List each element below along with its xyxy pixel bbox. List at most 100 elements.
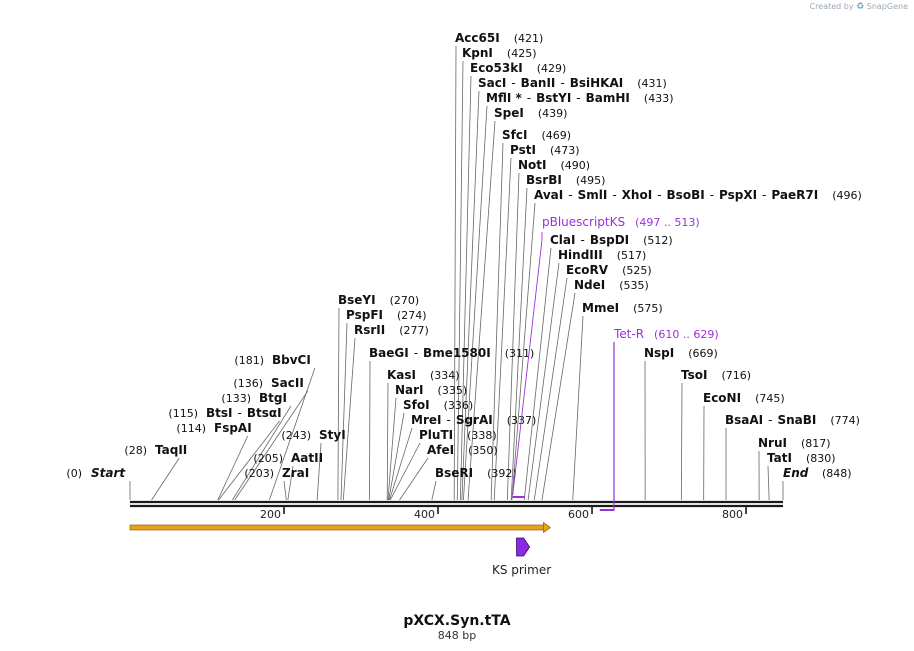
site-bsrbi[interactable]: BsrBI (495) — [526, 173, 605, 187]
primer-ks[interactable]: KS primer — [492, 537, 551, 577]
leader-lines — [129, 45, 784, 501]
site-name: SnaBI — [777, 413, 816, 427]
site-leader-line — [151, 457, 180, 501]
site-leader-line — [541, 292, 576, 501]
site-avai[interactable]: AvaI - SmlI - XhoI - BsoBI - PspXI - PaeR7I (496) — [534, 188, 862, 202]
site-ecorv[interactable]: EcoRV (525) — [566, 263, 652, 277]
site-position: (336) — [444, 399, 474, 412]
site-position: (338) — [467, 429, 497, 442]
site-name: BsiHKAI — [570, 76, 624, 90]
site-leader-line — [523, 247, 552, 501]
site-tati[interactable]: TatI (830) — [767, 451, 836, 465]
site-position: (669) — [688, 347, 718, 360]
site-leader-line — [217, 435, 249, 501]
orf-arrow-body[interactable] — [129, 524, 545, 531]
site-position: (525) — [622, 264, 652, 277]
site-separator: - — [568, 188, 572, 202]
site-bseri[interactable]: BseRI (392) — [435, 466, 517, 480]
site-sacii[interactable]: (136) SacII — [233, 376, 303, 390]
site-position: (136) — [233, 377, 263, 390]
site-mmei[interactable]: MmeI (575) — [582, 301, 663, 315]
site-kpni[interactable]: KpnI (425) — [462, 46, 537, 60]
site-name: TaqII — [155, 443, 187, 457]
site-rsrii[interactable]: RsrII (277) — [354, 323, 429, 337]
site-separator: - — [560, 76, 564, 90]
site-leader-line — [387, 397, 397, 501]
site-name: AfeI — [427, 443, 454, 457]
site-name: BanII — [521, 76, 556, 90]
feature-range: (497 .. 513) — [635, 216, 700, 229]
feature-pbluescriptks[interactable]: pBluescriptKS (497 .. 513) — [512, 215, 700, 498]
site-fspai[interactable]: (114) FspAI — [176, 421, 251, 435]
site-name: NdeI — [574, 278, 605, 292]
site-position: (473) — [550, 144, 580, 157]
site-taqii[interactable]: (28) TaqII — [124, 443, 187, 457]
site-nari[interactable]: NarI (335) — [395, 383, 467, 397]
site-leader-line — [572, 315, 584, 501]
site-position: (274) — [397, 309, 427, 322]
site-leader-line — [490, 142, 504, 501]
site-noti[interactable]: NotI (490) — [518, 158, 590, 172]
site-position: (517) — [617, 249, 647, 262]
site-sfoi[interactable]: SfoI (336) — [403, 398, 473, 412]
site-name: BsrBI — [526, 173, 562, 187]
site-name: AatII — [291, 451, 323, 465]
site-leader-line — [459, 75, 472, 501]
site-bseyi[interactable]: BseYI (270) — [338, 293, 419, 307]
site-position: (421) — [514, 32, 544, 45]
site-zrai[interactable]: (203) ZraI — [244, 466, 309, 480]
site-separator: - — [580, 233, 584, 247]
site-name: SfcI — [502, 128, 527, 142]
site-acc65i[interactable]: Acc65I (421) — [455, 31, 543, 45]
site-econi[interactable]: EcoNI (745) — [703, 391, 785, 405]
site-pluti[interactable]: PluTI (338) — [419, 428, 497, 442]
site-position: (495) — [576, 174, 606, 187]
site-leader-line — [431, 480, 437, 501]
site-mrei[interactable]: MreI - SgrAI (337) — [411, 413, 536, 427]
site-bsaai[interactable]: BsaAI - SnaBI (774) — [725, 413, 860, 427]
site-leader-line — [463, 105, 488, 501]
site-name: BseRI — [435, 466, 473, 480]
site-btgi[interactable]: (133) BtgI — [221, 391, 287, 405]
site-leader-line — [388, 412, 405, 501]
site-kasi[interactable]: KasI (334) — [387, 368, 460, 382]
orf-arrow-head[interactable] — [543, 521, 551, 534]
watermark-brand: SnapGene — [866, 2, 908, 11]
site-position: (429) — [537, 62, 567, 75]
site-baegi[interactable]: BaeGI - Bme1580I (311) — [369, 346, 534, 360]
site-pspfi[interactable]: PspFI (274) — [346, 308, 427, 322]
site-afei[interactable]: AfeI (350) — [427, 443, 498, 457]
site-psti[interactable]: PstI (473) — [510, 143, 580, 157]
site-clai[interactable]: ClaI - BspDI (512) — [550, 233, 673, 247]
site-leader-line — [287, 465, 294, 501]
site-btsi[interactable]: (115) BtsI - BtsαI — [168, 406, 281, 420]
site-bbvci[interactable]: (181) BbvCI — [234, 353, 310, 367]
site-aatii[interactable]: (205) AatII — [253, 451, 323, 465]
site-leader-line — [269, 367, 316, 501]
feature-tet-r[interactable]: Tet-R (610 .. 629) — [599, 327, 719, 511]
site-nrui[interactable]: NruI (817) — [758, 436, 831, 450]
site-leader-line — [533, 277, 568, 501]
site-hindiii[interactable]: HindIII (517) — [558, 248, 646, 262]
site-saci[interactable]: SacI - BanII - BsiHKAI (431) — [478, 76, 667, 90]
site-name: SpeI — [494, 106, 524, 120]
watermark-prefix: Created by — [809, 2, 854, 11]
site-name: StyI — [319, 428, 346, 442]
marker-name: End — [783, 466, 809, 480]
site-separator: - — [768, 413, 772, 427]
site-name: TsoI — [681, 368, 707, 382]
site-tsoi[interactable]: TsoI (716) — [681, 368, 751, 382]
site-name: EcoNI — [703, 391, 741, 405]
site-leader-line — [506, 172, 520, 501]
site-mfli[interactable]: MflI * - BstYI - BamHI (433) — [486, 91, 674, 105]
site-eco53ki[interactable]: Eco53kI (429) — [470, 61, 566, 75]
site-ndei[interactable]: NdeI (535) — [574, 278, 649, 292]
site-leader-line — [234, 390, 309, 501]
site-sfci[interactable]: SfcI (469) — [502, 128, 571, 142]
site-nspi[interactable]: NspI (669) — [644, 346, 718, 360]
site-styi[interactable]: (243) StyI — [281, 428, 345, 442]
site-position: (335) — [438, 384, 468, 397]
site-spei[interactable]: SpeI (439) — [494, 106, 567, 120]
site-name: ClaI — [550, 233, 575, 247]
site-leader-line — [453, 45, 457, 501]
